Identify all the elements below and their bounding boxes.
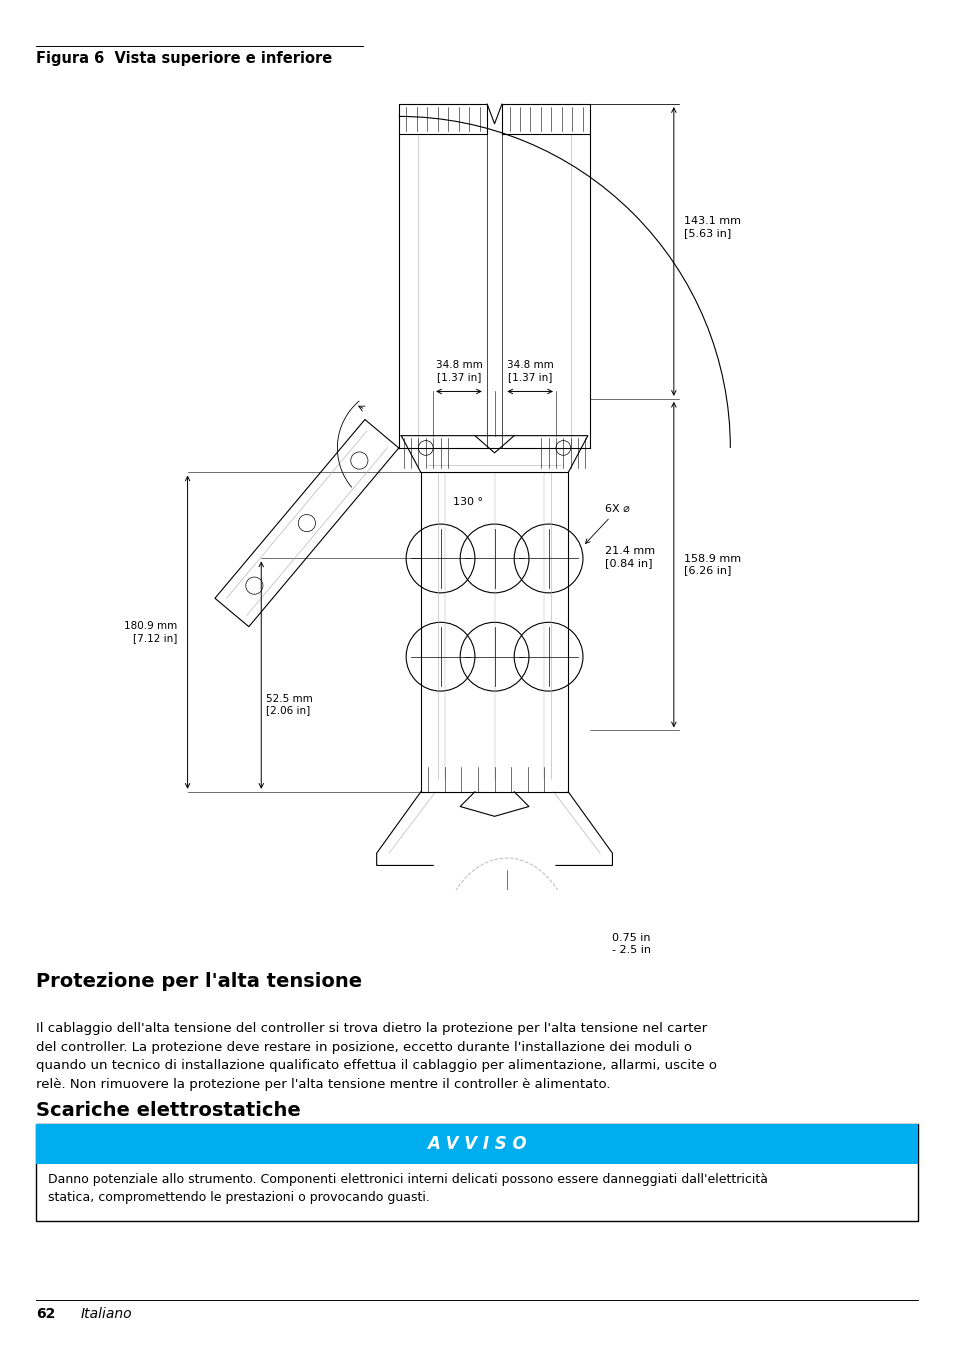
Text: Il cablaggio dell'alta tensione del controller si trova dietro la protezione per: Il cablaggio dell'alta tensione del cont… — [36, 1022, 717, 1091]
Text: Figura 6  Vista superiore e inferiore: Figura 6 Vista superiore e inferiore — [36, 51, 333, 66]
Text: 6X ⌀: 6X ⌀ — [585, 504, 629, 543]
Text: 21.4 mm
[0.84 in]: 21.4 mm [0.84 in] — [604, 546, 655, 567]
Text: Italiano: Italiano — [81, 1307, 132, 1320]
Text: 34.8 mm
[1.37 in]: 34.8 mm [1.37 in] — [436, 360, 482, 382]
Text: 34.8 mm
[1.37 in]: 34.8 mm [1.37 in] — [506, 360, 553, 382]
Text: 52.5 mm
[2.06 in]: 52.5 mm [2.06 in] — [266, 693, 313, 715]
Text: Protezione per l'alta tensione: Protezione per l'alta tensione — [36, 972, 362, 991]
Text: Scariche elettrostatiche: Scariche elettrostatiche — [36, 1101, 301, 1120]
Text: Danno potenziale allo strumento. Componenti elettronici interni delicati possono: Danno potenziale allo strumento. Compone… — [48, 1173, 767, 1204]
Text: 180.9 mm
[7.12 in]: 180.9 mm [7.12 in] — [125, 621, 177, 643]
Bar — [36, 1124, 917, 1164]
Bar — [36, 1124, 917, 1221]
Text: A V V I S O: A V V I S O — [427, 1135, 526, 1154]
Text: 158.9 mm
[6.26 in]: 158.9 mm [6.26 in] — [683, 554, 740, 575]
Text: 62: 62 — [36, 1307, 55, 1320]
Text: 0.75 in
- 2.5 in: 0.75 in - 2.5 in — [612, 933, 651, 955]
Text: 143.1 mm
[5.63 in]: 143.1 mm [5.63 in] — [683, 217, 740, 238]
Text: 130 °: 130 ° — [453, 497, 482, 506]
